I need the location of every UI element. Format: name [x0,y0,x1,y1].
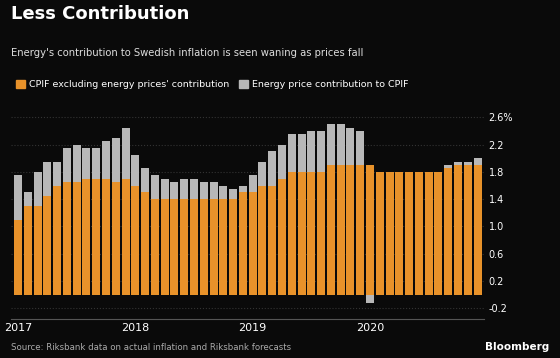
Bar [239,192,247,295]
Bar [122,127,129,179]
Bar [170,182,179,199]
Bar [249,192,256,295]
Bar [73,145,81,182]
Bar [239,185,247,192]
Text: Less Contribution: Less Contribution [11,5,190,23]
Bar [53,185,61,295]
Bar [395,172,403,295]
Bar [356,131,364,165]
Bar [366,165,374,295]
Text: Source: Riksbank data on actual inflation and Riksbank forecasts: Source: Riksbank data on actual inflatio… [11,343,291,352]
Bar [141,169,149,192]
Bar [132,155,139,185]
Bar [474,165,482,295]
Bar [122,179,129,295]
Text: Bloomberg: Bloomberg [484,342,549,352]
Bar [73,182,81,295]
Bar [337,165,345,295]
Bar [92,148,100,179]
Legend: CPIF excluding energy prices' contribution, Energy price contribution to CPIF: CPIF excluding energy prices' contributi… [16,80,409,89]
Bar [151,199,159,295]
Bar [43,162,52,196]
Bar [268,185,276,295]
Bar [347,165,354,295]
Bar [278,179,286,295]
Bar [444,165,452,169]
Bar [317,131,325,172]
Bar [259,185,267,295]
Bar [161,199,169,295]
Bar [454,162,462,165]
Bar [161,179,169,199]
Text: Energy's contribution to Swedish inflation is seen waning as prices fall: Energy's contribution to Swedish inflati… [11,48,363,58]
Bar [376,172,384,295]
Bar [268,151,276,185]
Bar [141,192,149,295]
Bar [82,179,91,295]
Bar [347,127,354,165]
Bar [112,182,120,295]
Bar [190,179,198,199]
Bar [112,138,120,182]
Bar [337,124,345,165]
Bar [317,172,325,295]
Bar [249,175,256,192]
Bar [14,220,22,295]
Bar [34,172,41,206]
Bar [288,172,296,295]
Bar [53,162,61,185]
Bar [209,199,218,295]
Bar [229,199,237,295]
Bar [180,179,188,199]
Bar [297,172,306,295]
Bar [63,182,71,295]
Bar [415,172,423,295]
Bar [405,172,413,295]
Bar [444,169,452,295]
Bar [200,199,208,295]
Bar [259,162,267,185]
Bar [24,206,32,295]
Bar [435,172,442,295]
Bar [366,295,374,303]
Bar [385,172,394,295]
Bar [356,165,364,295]
Bar [220,185,227,199]
Bar [151,175,159,199]
Bar [14,175,22,220]
Bar [82,148,91,179]
Bar [102,179,110,295]
Bar [474,158,482,165]
Bar [200,182,208,199]
Bar [132,185,139,295]
Bar [209,182,218,199]
Bar [464,162,472,165]
Bar [424,172,433,295]
Bar [288,134,296,172]
Bar [464,165,472,295]
Bar [63,148,71,182]
Bar [180,199,188,295]
Bar [454,165,462,295]
Bar [307,131,315,172]
Bar [327,124,335,165]
Bar [92,179,100,295]
Bar [102,141,110,179]
Bar [229,189,237,199]
Bar [170,199,179,295]
Bar [278,145,286,179]
Bar [190,199,198,295]
Bar [327,165,335,295]
Bar [43,196,52,295]
Bar [220,199,227,295]
Bar [297,134,306,172]
Bar [34,206,41,295]
Bar [24,192,32,206]
Bar [307,172,315,295]
